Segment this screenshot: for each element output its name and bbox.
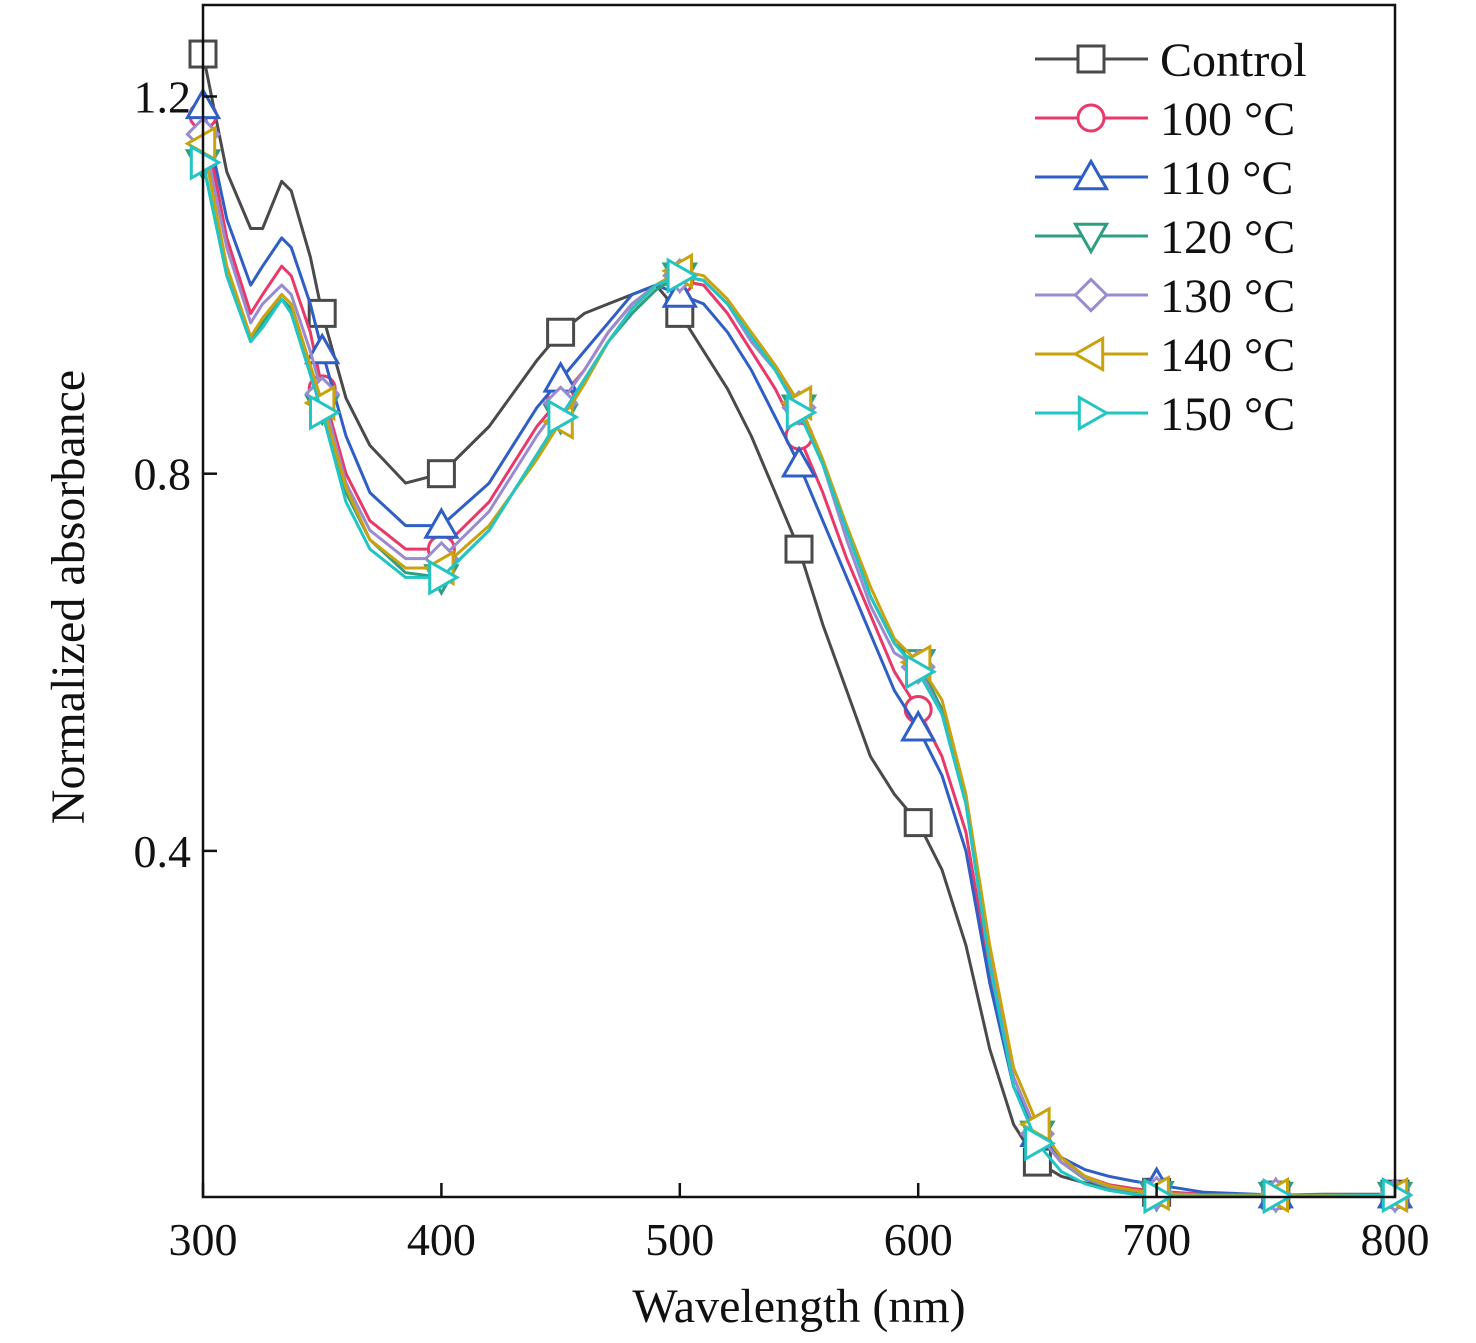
- legend-item: Control: [1035, 34, 1307, 87]
- x-tick-label: 400: [407, 1214, 476, 1265]
- series-6: [189, 144, 1414, 1215]
- legend-label: 110 °C: [1160, 152, 1293, 205]
- series-1: [188, 100, 1410, 1210]
- series-line: [201, 105, 1395, 1197]
- data-point: [784, 534, 814, 564]
- y-tick-label: 0.4: [134, 826, 192, 877]
- legend-item: 120 °C: [1035, 211, 1295, 264]
- plot-frame: [201, 3, 1397, 1199]
- data-point: [547, 398, 580, 436]
- legend-label: 150 °C: [1160, 388, 1295, 441]
- data-point: [426, 459, 456, 489]
- x-axis-title: Wavelength (nm): [632, 1280, 965, 1333]
- legend-marker: [1072, 158, 1110, 191]
- y-tick-label: 1.2: [134, 71, 192, 122]
- y-tick-label: 0.8: [134, 449, 192, 500]
- legend-item: 140 °C: [1035, 329, 1295, 382]
- legend-label: 140 °C: [1160, 329, 1295, 382]
- legend-label: Control: [1160, 34, 1307, 87]
- data-point: [546, 317, 576, 347]
- x-tick-label: 600: [884, 1214, 953, 1265]
- axes-layer: 300 400 500 600 700 800 0.4 0.8 1.2: [134, 71, 1430, 1265]
- legend-marker: [1076, 44, 1106, 74]
- legend-marker: [1077, 394, 1110, 432]
- data-point: [189, 144, 222, 181]
- x-tick-label: 700: [1122, 1214, 1191, 1265]
- legend-label: 130 °C: [1160, 270, 1295, 323]
- data-point: [1024, 1125, 1057, 1162]
- data-point: [903, 808, 933, 838]
- data-point: [900, 709, 937, 742]
- data-point: [780, 445, 818, 478]
- data-point: [304, 332, 341, 365]
- x-tick-label: 300: [169, 1214, 238, 1265]
- data-point: [309, 394, 341, 431]
- data-point: [785, 394, 818, 431]
- data-point: [423, 506, 460, 539]
- legend-item: 150 °C: [1035, 388, 1295, 441]
- x-tick-label: 500: [645, 1214, 714, 1265]
- legend-marker: [1073, 277, 1109, 313]
- series-line: [201, 162, 1396, 1198]
- legend-marker: [1076, 103, 1106, 133]
- legend-label: 100 °C: [1160, 93, 1295, 146]
- y-axis-title: Normalized absorbance: [42, 370, 95, 824]
- legend: Control 100 °C 110 °C 120 °C 130 °C 140 °C 150…: [1035, 34, 1307, 441]
- legend-marker: [1072, 222, 1110, 255]
- legend-label: 120 °C: [1160, 211, 1295, 264]
- legend-item: 100 °C: [1035, 93, 1295, 146]
- data-point: [428, 559, 461, 596]
- series-layer: [184, 39, 1414, 1215]
- legend-marker: [1072, 335, 1105, 373]
- x-tick-label: 800: [1361, 1214, 1430, 1265]
- legend-item: 110 °C: [1035, 152, 1293, 205]
- data-point: [1381, 1176, 1414, 1214]
- data-point: [666, 257, 699, 294]
- legend-item: 130 °C: [1035, 270, 1295, 323]
- data-point: [905, 653, 937, 690]
